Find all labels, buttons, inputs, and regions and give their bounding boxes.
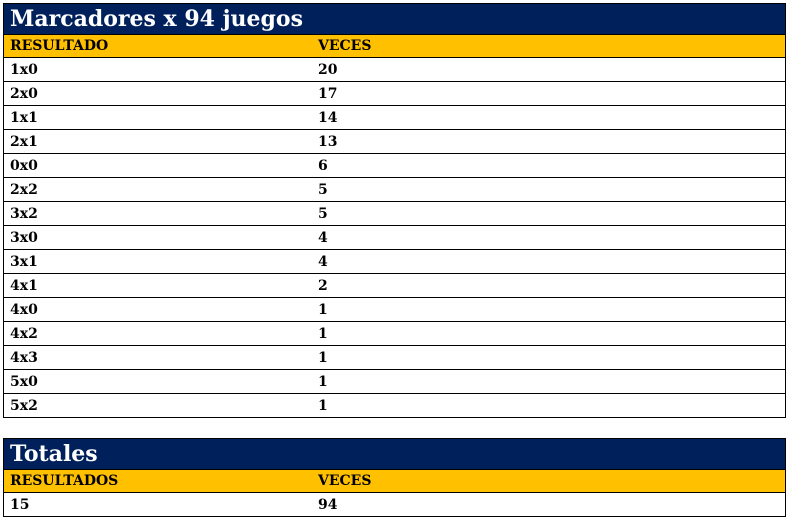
veces-cell: 1	[318, 302, 328, 318]
veces-cell: 13	[318, 134, 338, 150]
totals-table-title: Totales	[4, 439, 785, 469]
table-row: 2x0 17	[4, 81, 785, 105]
table-row: 5x2 1	[4, 393, 785, 417]
resultados-total-cell: 15	[10, 497, 30, 513]
veces-cell: 20	[318, 62, 338, 78]
veces-cell: 17	[318, 86, 338, 102]
table-row: 3x2 5	[4, 201, 785, 225]
resultado-cell: 1x0	[10, 62, 38, 78]
table-row: 4x3 1	[4, 345, 785, 369]
resultado-cell: 3x2	[10, 206, 38, 222]
veces-cell: 6	[318, 158, 328, 174]
veces-cell: 14	[318, 110, 338, 126]
resultado-cell: 2x0	[10, 86, 38, 102]
table-row: 3x0 4	[4, 225, 785, 249]
table-row: 0x0 6	[4, 153, 785, 177]
veces-cell: 5	[318, 206, 328, 222]
resultado-cell: 5x2	[10, 398, 38, 414]
table-row: 5x0 1	[4, 369, 785, 393]
resultado-cell: 3x0	[10, 230, 38, 246]
resultado-cell: 2x2	[10, 182, 38, 198]
scores-table-title: Marcadores x 94 juegos	[4, 4, 785, 34]
table-row: 2x2 5	[4, 177, 785, 201]
column-header-resultado: RESULTADO	[10, 38, 109, 54]
scores-table-header: RESULTADO VECES	[4, 34, 785, 57]
resultado-cell: 4x0	[10, 302, 38, 318]
resultado-cell: 4x3	[10, 350, 38, 366]
table-row: 3x1 4	[4, 249, 785, 273]
veces-cell: 2	[318, 278, 328, 294]
veces-cell: 4	[318, 254, 328, 270]
column-header-veces: VECES	[318, 473, 372, 489]
totals-table-header: RESULTADOS VECES	[4, 469, 785, 492]
column-header-resultados: RESULTADOS	[10, 473, 119, 489]
resultado-cell: 5x0	[10, 374, 38, 390]
scores-table: Marcadores x 94 juegos RESULTADO VECES 1…	[3, 3, 786, 418]
veces-cell: 1	[318, 326, 328, 342]
table-row: 1x1 14	[4, 105, 785, 129]
resultado-cell: 0x0	[10, 158, 38, 174]
veces-cell: 1	[318, 374, 328, 390]
table-row: 2x1 13	[4, 129, 785, 153]
resultado-cell: 3x1	[10, 254, 38, 270]
table-row: 4x1 2	[4, 273, 785, 297]
veces-total-cell: 94	[318, 497, 338, 513]
veces-cell: 1	[318, 350, 328, 366]
table-row: 4x2 1	[4, 321, 785, 345]
resultado-cell: 4x1	[10, 278, 38, 294]
table-row: 4x0 1	[4, 297, 785, 321]
table-row: 1x0 20	[4, 57, 785, 81]
resultado-cell: 1x1	[10, 110, 38, 126]
veces-cell: 1	[318, 398, 328, 414]
resultado-cell: 2x1	[10, 134, 38, 150]
veces-cell: 5	[318, 182, 328, 198]
resultado-cell: 4x2	[10, 326, 38, 342]
column-header-veces: VECES	[318, 38, 372, 54]
totals-table: Totales RESULTADOS VECES 15 94	[3, 438, 786, 517]
veces-cell: 4	[318, 230, 328, 246]
table-row: 15 94	[4, 492, 785, 516]
